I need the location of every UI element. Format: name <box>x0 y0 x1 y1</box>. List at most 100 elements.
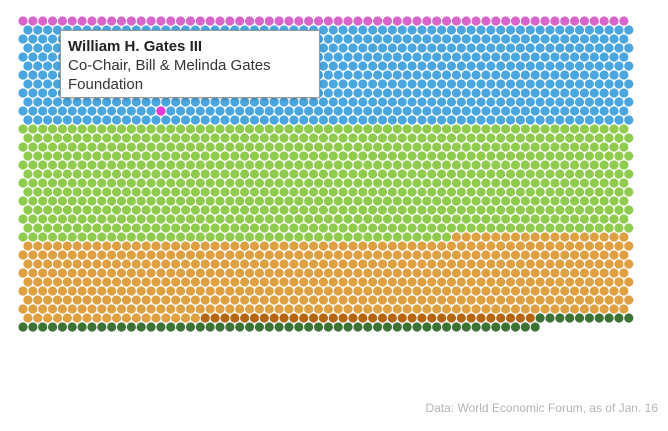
participant-dot[interactable] <box>397 277 407 287</box>
participant-dot[interactable] <box>176 250 186 260</box>
participant-dot[interactable] <box>279 223 289 233</box>
participant-dot[interactable] <box>259 151 269 161</box>
participant-dot[interactable] <box>486 187 496 197</box>
participant-dot[interactable] <box>176 160 186 170</box>
participant-dot[interactable] <box>432 286 442 296</box>
participant-dot[interactable] <box>43 187 53 197</box>
participant-dot[interactable] <box>230 295 240 305</box>
participant-dot[interactable] <box>392 214 402 224</box>
participant-dot[interactable] <box>579 124 590 134</box>
participant-dot[interactable] <box>333 196 343 206</box>
participant-dot[interactable] <box>353 34 363 44</box>
participant-dot[interactable] <box>343 124 353 134</box>
participant-dot[interactable] <box>62 151 72 161</box>
participant-dot[interactable] <box>47 250 58 260</box>
participant-dot[interactable] <box>535 313 545 323</box>
participant-dot[interactable] <box>614 61 624 71</box>
participant-dot[interactable] <box>166 160 176 170</box>
participant-dot[interactable] <box>491 178 501 188</box>
participant-dot[interactable] <box>156 304 166 314</box>
participant-dot[interactable] <box>38 250 48 260</box>
participant-dot[interactable] <box>363 196 373 206</box>
participant-dot[interactable] <box>392 70 402 80</box>
participant-dot[interactable] <box>565 133 575 143</box>
participant-dot[interactable] <box>570 178 580 188</box>
participant-dot[interactable] <box>264 232 274 242</box>
participant-dot[interactable] <box>530 304 540 314</box>
participant-dot[interactable] <box>141 277 151 287</box>
participant-dot[interactable] <box>402 196 412 206</box>
participant-dot[interactable] <box>358 115 368 125</box>
participant-dot[interactable] <box>333 322 343 332</box>
participant-dot[interactable] <box>210 97 220 107</box>
participant-dot[interactable] <box>67 142 77 152</box>
participant-dot[interactable] <box>476 151 486 161</box>
participant-dot[interactable] <box>28 16 38 26</box>
participant-dot[interactable] <box>176 142 186 152</box>
participant-dot[interactable] <box>294 106 304 116</box>
participant-dot[interactable] <box>33 259 43 269</box>
participant-dot[interactable] <box>166 196 176 206</box>
participant-dot[interactable] <box>299 313 309 323</box>
participant-dot[interactable] <box>338 133 348 143</box>
participant-dot[interactable] <box>111 259 122 269</box>
participant-dot[interactable] <box>230 223 240 233</box>
participant-dot[interactable] <box>338 205 348 215</box>
participant-dot[interactable] <box>505 241 516 251</box>
participant-dot[interactable] <box>515 241 526 251</box>
participant-dot[interactable] <box>240 115 250 125</box>
participant-dot[interactable] <box>205 106 215 116</box>
participant-dot[interactable] <box>116 16 127 26</box>
participant-dot[interactable] <box>348 277 358 287</box>
participant-dot[interactable] <box>373 304 383 314</box>
participant-dot[interactable] <box>308 277 319 287</box>
participant-dot[interactable] <box>136 250 146 260</box>
participant-dot[interactable] <box>279 115 289 125</box>
participant-dot[interactable] <box>269 151 279 161</box>
participant-dot[interactable] <box>313 124 324 134</box>
participant-dot[interactable] <box>195 232 205 242</box>
participant-dot[interactable] <box>446 97 457 107</box>
participant-dot[interactable] <box>540 142 550 152</box>
participant-dot[interactable] <box>304 286 314 296</box>
participant-dot[interactable] <box>111 241 122 251</box>
participant-dot[interactable] <box>565 259 575 269</box>
participant-dot[interactable] <box>28 214 38 224</box>
participant-dot[interactable] <box>505 79 516 89</box>
participant-dot[interactable] <box>520 232 530 242</box>
participant-dot[interactable] <box>190 259 200 269</box>
participant-dot[interactable] <box>358 277 368 287</box>
participant-dot[interactable] <box>525 25 535 35</box>
participant-dot[interactable] <box>432 34 442 44</box>
participant-dot[interactable] <box>274 196 284 206</box>
participant-dot[interactable] <box>249 205 260 215</box>
participant-dot[interactable] <box>491 304 501 314</box>
participant-dot[interactable] <box>505 277 516 287</box>
participant-dot[interactable] <box>304 178 314 188</box>
participant-dot[interactable] <box>264 214 274 224</box>
participant-dot[interactable] <box>244 286 255 296</box>
participant-dot[interactable] <box>565 79 575 89</box>
participant-dot[interactable] <box>23 205 33 215</box>
participant-dot[interactable] <box>451 106 461 116</box>
participant-dot[interactable] <box>427 61 437 71</box>
participant-dot[interactable] <box>338 79 348 89</box>
participant-dot[interactable] <box>249 115 260 125</box>
participant-dot[interactable] <box>619 232 629 242</box>
participant-dot[interactable] <box>180 187 191 197</box>
participant-dot[interactable] <box>111 205 122 215</box>
participant-dot[interactable] <box>62 115 72 125</box>
participant-dot[interactable] <box>397 25 407 35</box>
participant-dot[interactable] <box>259 277 269 287</box>
participant-dot[interactable] <box>156 232 166 242</box>
participant-dot[interactable] <box>501 178 511 188</box>
participant-dot[interactable] <box>387 97 397 107</box>
participant-dot[interactable] <box>540 124 550 134</box>
participant-dot[interactable] <box>491 322 501 332</box>
participant-dot[interactable] <box>200 241 210 251</box>
participant-dot[interactable] <box>441 70 452 80</box>
participant-dot[interactable] <box>432 106 442 116</box>
participant-dot[interactable] <box>432 232 442 242</box>
participant-dot[interactable] <box>62 313 72 323</box>
participant-dot[interactable] <box>392 124 402 134</box>
